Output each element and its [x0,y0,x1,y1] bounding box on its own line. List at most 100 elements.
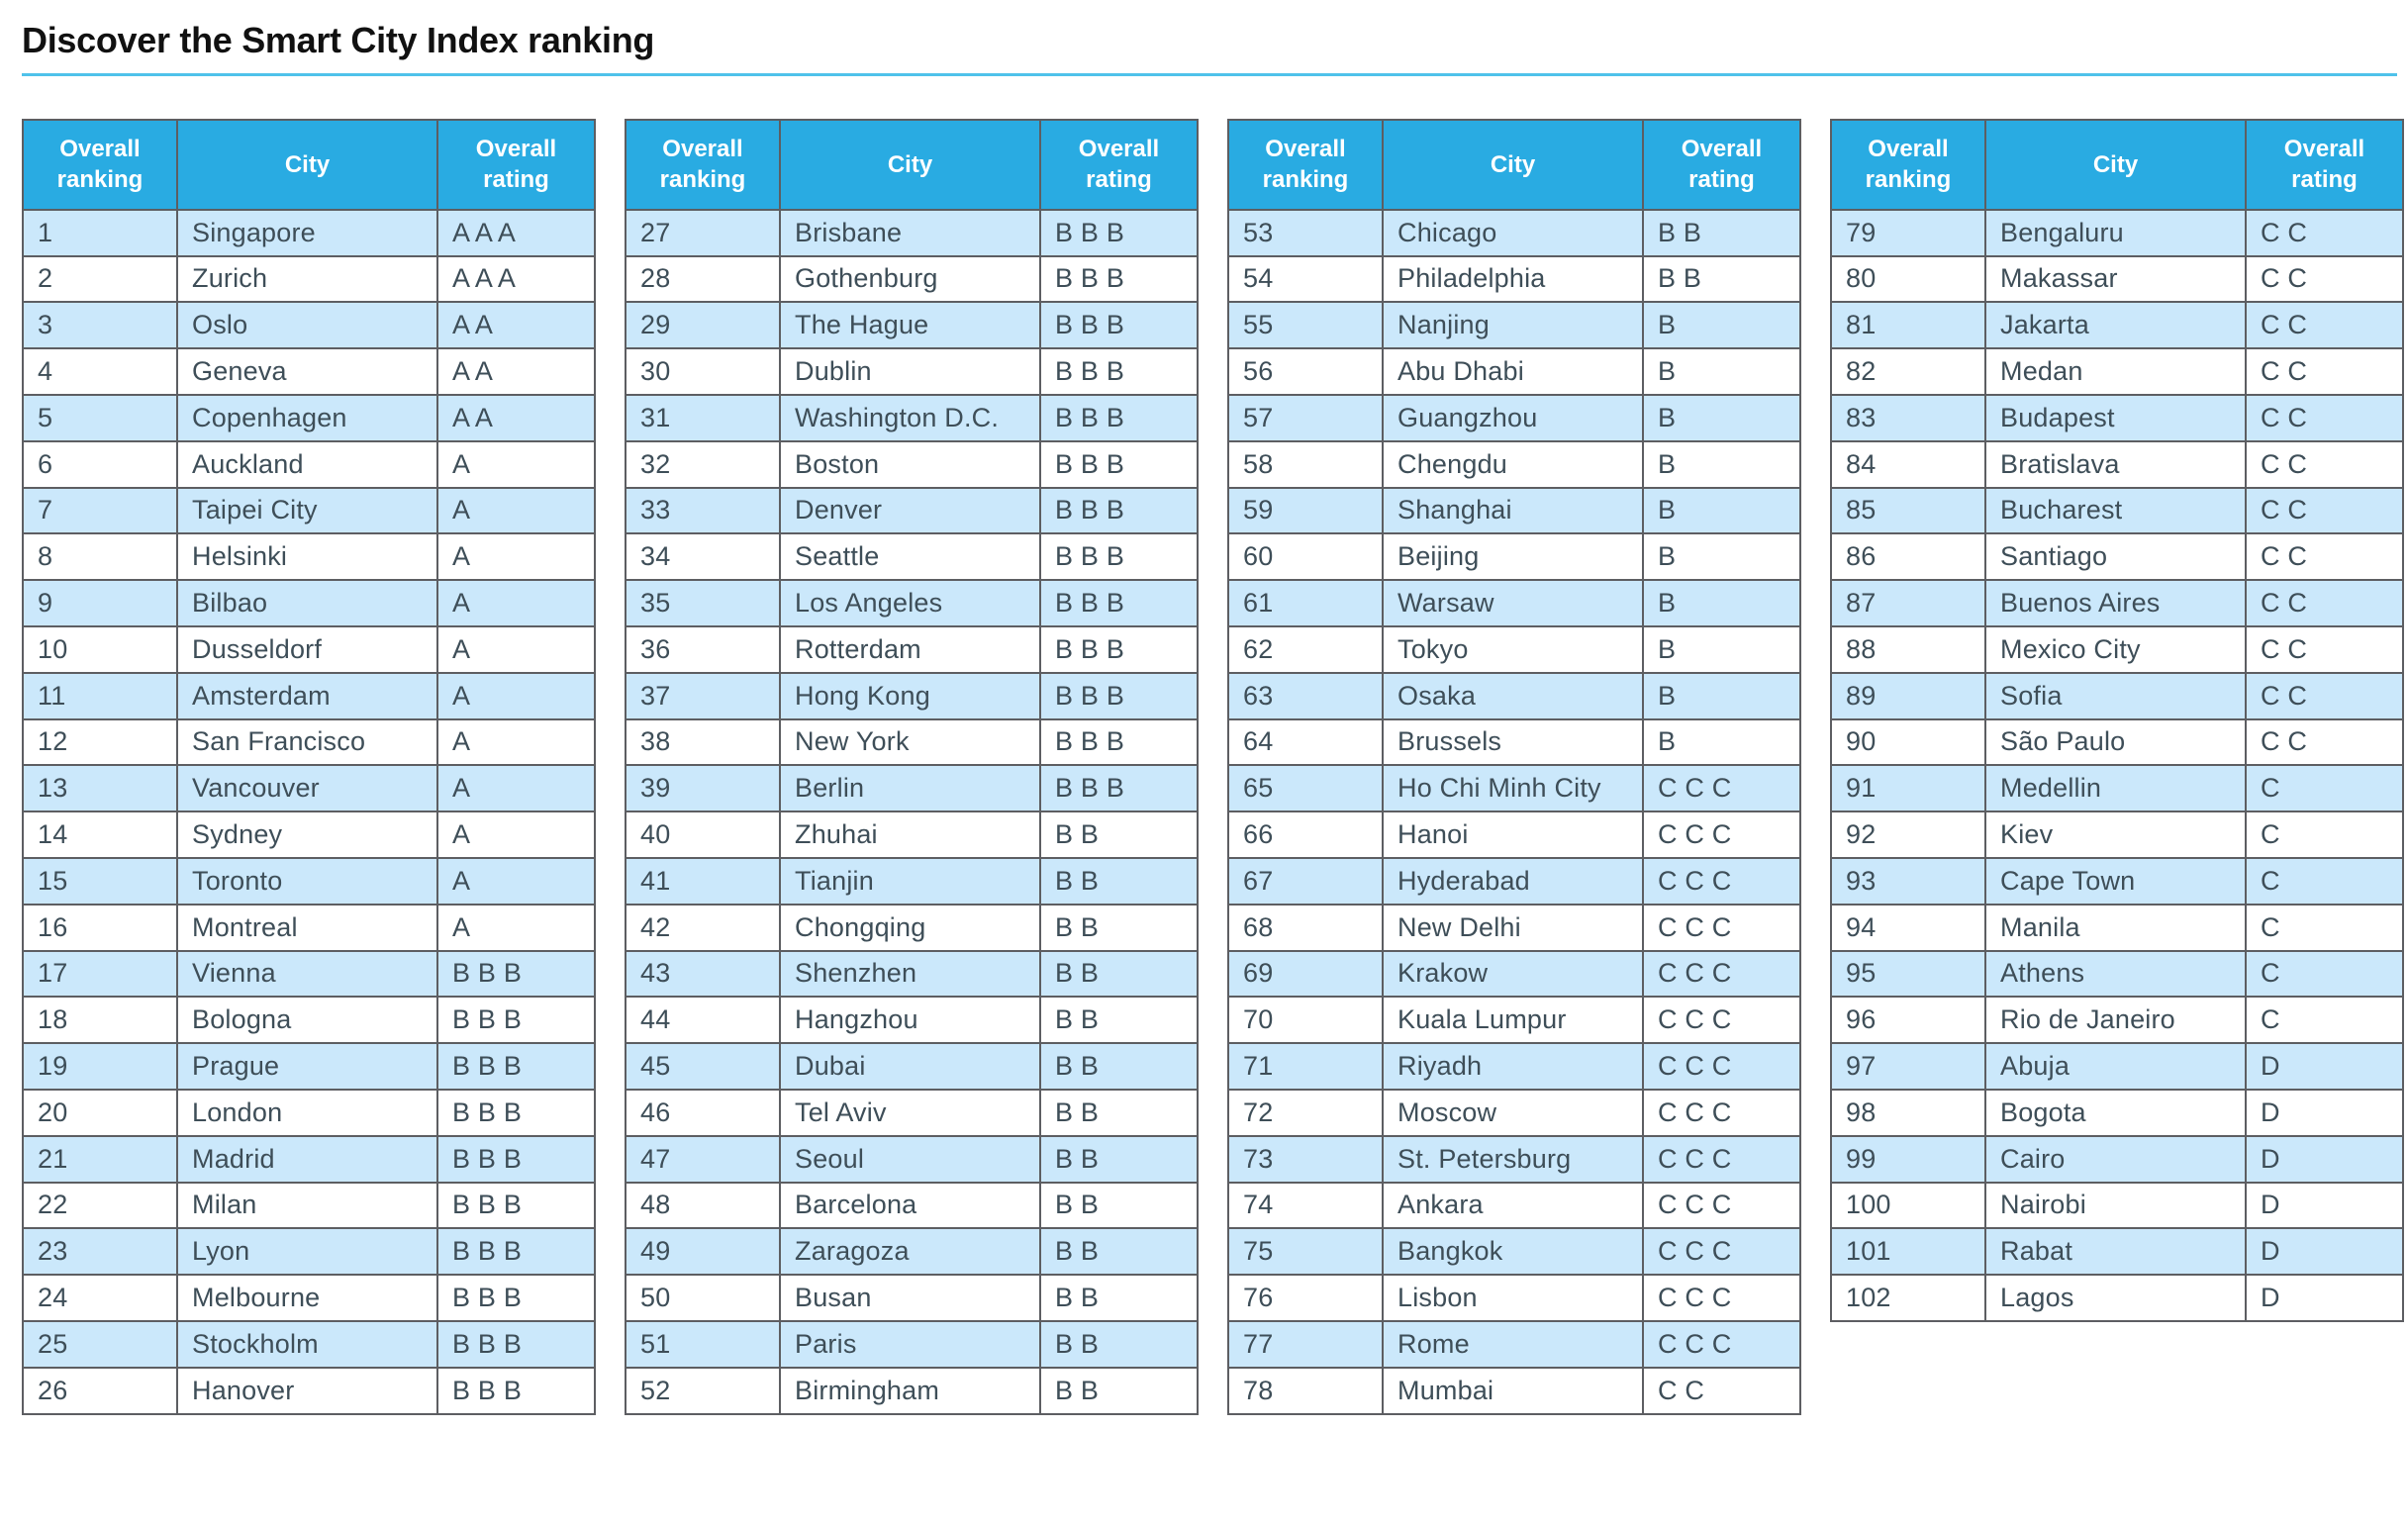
city-cell: Hanoi [1382,811,1644,859]
rank-cell: 31 [625,393,781,442]
table-row: 37 Hong Kong B B B [625,671,1199,720]
rating-cell: C C C [1642,949,1801,999]
city-cell: Vancouver [176,764,438,813]
rank-cell: 23 [22,1227,178,1277]
rank-cell: 42 [625,903,781,952]
table-row: 93 Cape Town C [1830,856,2404,906]
rating-cell: B B B [1039,254,1199,304]
city-cell: Shanghai [1382,486,1644,535]
col-header-city: City [176,118,438,211]
city-cell: Auckland [176,439,438,489]
rank-cell: 22 [22,1181,178,1230]
table-row: 73 St. Petersburg C C C [1227,1134,1801,1184]
ranking-table-1: Overall ranking City Overall rating 1 Singap… [22,118,596,1415]
rank-cell: 38 [625,717,781,767]
table-row: 35 Los Angeles B B B [625,579,1199,627]
city-cell: Sofia [1984,671,2247,720]
rating-cell: A A [436,301,596,350]
rating-cell: B B [1039,903,1199,952]
table-row: 52 Birmingham B B [625,1366,1199,1415]
table-row: 12 San Francisco A [22,717,596,767]
rank-cell: 98 [1830,1088,1986,1137]
city-cell: Amsterdam [176,671,438,720]
city-cell: Montreal [176,903,438,952]
city-cell: Hanover [176,1366,438,1415]
table-row: 41 Tianjin B B [625,856,1199,906]
city-cell: Riyadh [1382,1042,1644,1091]
city-cell: Athens [1984,949,2247,999]
rank-cell: 58 [1227,439,1384,489]
table-row: 87 Buenos Aires C C [1830,579,2404,627]
rank-cell: 66 [1227,811,1384,859]
table-row: 66 Hanoi C C C [1227,811,1801,859]
table-row: 11 Amsterdam A [22,671,596,720]
table-row: 9 Bilbao A [22,579,596,627]
table-row: 4 Geneva A A [22,347,596,396]
table-row: 74 Ankara C C C [1227,1181,1801,1230]
rating-cell: B B [1039,949,1199,999]
rating-cell: A [436,764,596,813]
city-cell: Zaragoza [779,1227,1041,1277]
rating-cell: C C [2245,347,2404,396]
rating-cell: B B B [1039,347,1199,396]
table-row: 50 Busan B B [625,1274,1199,1322]
city-cell: Hong Kong [779,671,1041,720]
city-cell: Brisbane [779,208,1041,257]
table-row: 44 Hangzhou B B [625,996,1199,1045]
table-row: 18 Bologna B B B [22,996,596,1045]
city-cell: Medan [1984,347,2247,396]
rank-cell: 84 [1830,439,1986,489]
rating-cell: C C C [1642,1274,1801,1322]
rating-cell: C [2245,903,2404,952]
rating-cell: A [436,717,596,767]
rating-cell: A A A [436,208,596,257]
rating-cell: B B B [1039,486,1199,535]
rank-cell: 94 [1830,903,1986,952]
rating-cell: C C [2245,439,2404,489]
rank-cell: 93 [1830,856,1986,906]
rank-cell: 59 [1227,486,1384,535]
city-cell: Tokyo [1382,624,1644,674]
rank-cell: 54 [1227,254,1384,304]
city-cell: Sydney [176,811,438,859]
rating-cell: B [1642,717,1801,767]
rank-cell: 97 [1830,1042,1986,1091]
rating-cell: B B B [1039,393,1199,442]
city-cell: Chicago [1382,208,1644,257]
rating-cell: B [1642,624,1801,674]
rank-cell: 4 [22,347,178,396]
table-row: 27 Brisbane B B B [625,208,1199,257]
rating-cell: B B B [436,1366,596,1415]
table-row: 30 Dublin B B B [625,347,1199,396]
rank-cell: 61 [1227,579,1384,627]
rank-cell: 41 [625,856,781,906]
table-row: 83 Budapest C C [1830,393,2404,442]
table-row: 25 Stockholm B B B [22,1319,596,1369]
table-row: 77 Rome C C C [1227,1319,1801,1369]
table-row: 23 Lyon B B B [22,1227,596,1277]
rating-cell: D [2245,1088,2404,1137]
rank-cell: 11 [22,671,178,720]
table-row: 38 New York B B B [625,717,1199,767]
rank-cell: 45 [625,1042,781,1091]
rating-cell: D [2245,1134,2404,1184]
rating-cell: B B B [1039,532,1199,582]
rating-cell: A [436,903,596,952]
header-row: Overall ranking City Overall rating [1227,118,1801,211]
table-row: 81 Jakarta C C [1830,301,2404,350]
table-row: 29 The Hague B B B [625,301,1199,350]
city-cell: Dublin [779,347,1041,396]
table-row: 2 Zurich A A A [22,254,596,304]
rating-cell: B B B [436,949,596,999]
city-cell: Kuala Lumpur [1382,996,1644,1045]
table-row: 51 Paris B B [625,1319,1199,1369]
city-cell: Bogota [1984,1088,2247,1137]
rating-cell: A [436,624,596,674]
rank-cell: 16 [22,903,178,952]
table-row: 28 Gothenburg B B B [625,254,1199,304]
table-row: 33 Denver B B B [625,486,1199,535]
rating-cell: B B B [436,1274,596,1322]
header-row: Overall ranking City Overall rating [22,118,596,211]
city-cell: Birmingham [779,1366,1041,1415]
rank-cell: 83 [1830,393,1986,442]
